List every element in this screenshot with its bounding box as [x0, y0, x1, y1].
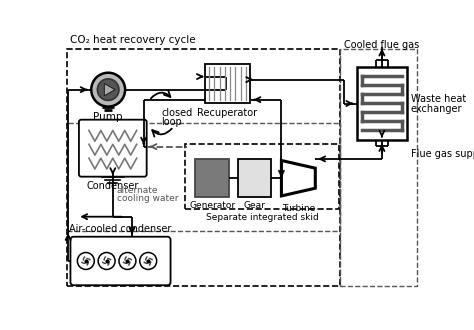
- Text: Turbine: Turbine: [282, 204, 315, 213]
- Text: exchanger: exchanger: [411, 104, 462, 114]
- Bar: [195, 159, 229, 197]
- Text: Pump: Pump: [93, 112, 123, 122]
- FancyArrowPatch shape: [151, 90, 170, 98]
- Bar: [66, 123, 340, 231]
- Text: Condenser: Condenser: [87, 181, 139, 190]
- Text: alternate: alternate: [117, 186, 158, 195]
- Text: Flue gas supply: Flue gas supply: [411, 149, 474, 159]
- Circle shape: [91, 73, 125, 107]
- Text: Separate integrated skid: Separate integrated skid: [206, 213, 319, 222]
- Text: Generator: Generator: [189, 201, 235, 210]
- Text: loop: loop: [161, 117, 182, 127]
- FancyArrowPatch shape: [152, 129, 172, 137]
- Text: Recuperator: Recuperator: [198, 108, 257, 118]
- Text: Waste heat: Waste heat: [411, 93, 466, 104]
- Circle shape: [97, 79, 119, 100]
- FancyBboxPatch shape: [71, 237, 171, 285]
- Bar: [357, 67, 407, 140]
- Text: Gear: Gear: [244, 201, 265, 210]
- Polygon shape: [104, 83, 115, 96]
- Bar: [340, 49, 417, 286]
- Bar: [66, 49, 340, 286]
- FancyBboxPatch shape: [79, 120, 146, 177]
- Text: Cooled flue gas: Cooled flue gas: [344, 40, 419, 50]
- Bar: [237, 159, 272, 197]
- Polygon shape: [282, 160, 315, 196]
- Text: CO₂ heat recovery cycle: CO₂ heat recovery cycle: [70, 35, 195, 45]
- Bar: [205, 64, 250, 103]
- Text: Air-cooled condenser: Air-cooled condenser: [69, 224, 172, 234]
- Text: closed: closed: [161, 108, 192, 118]
- Bar: [185, 144, 339, 209]
- Text: cooling water: cooling water: [117, 194, 178, 203]
